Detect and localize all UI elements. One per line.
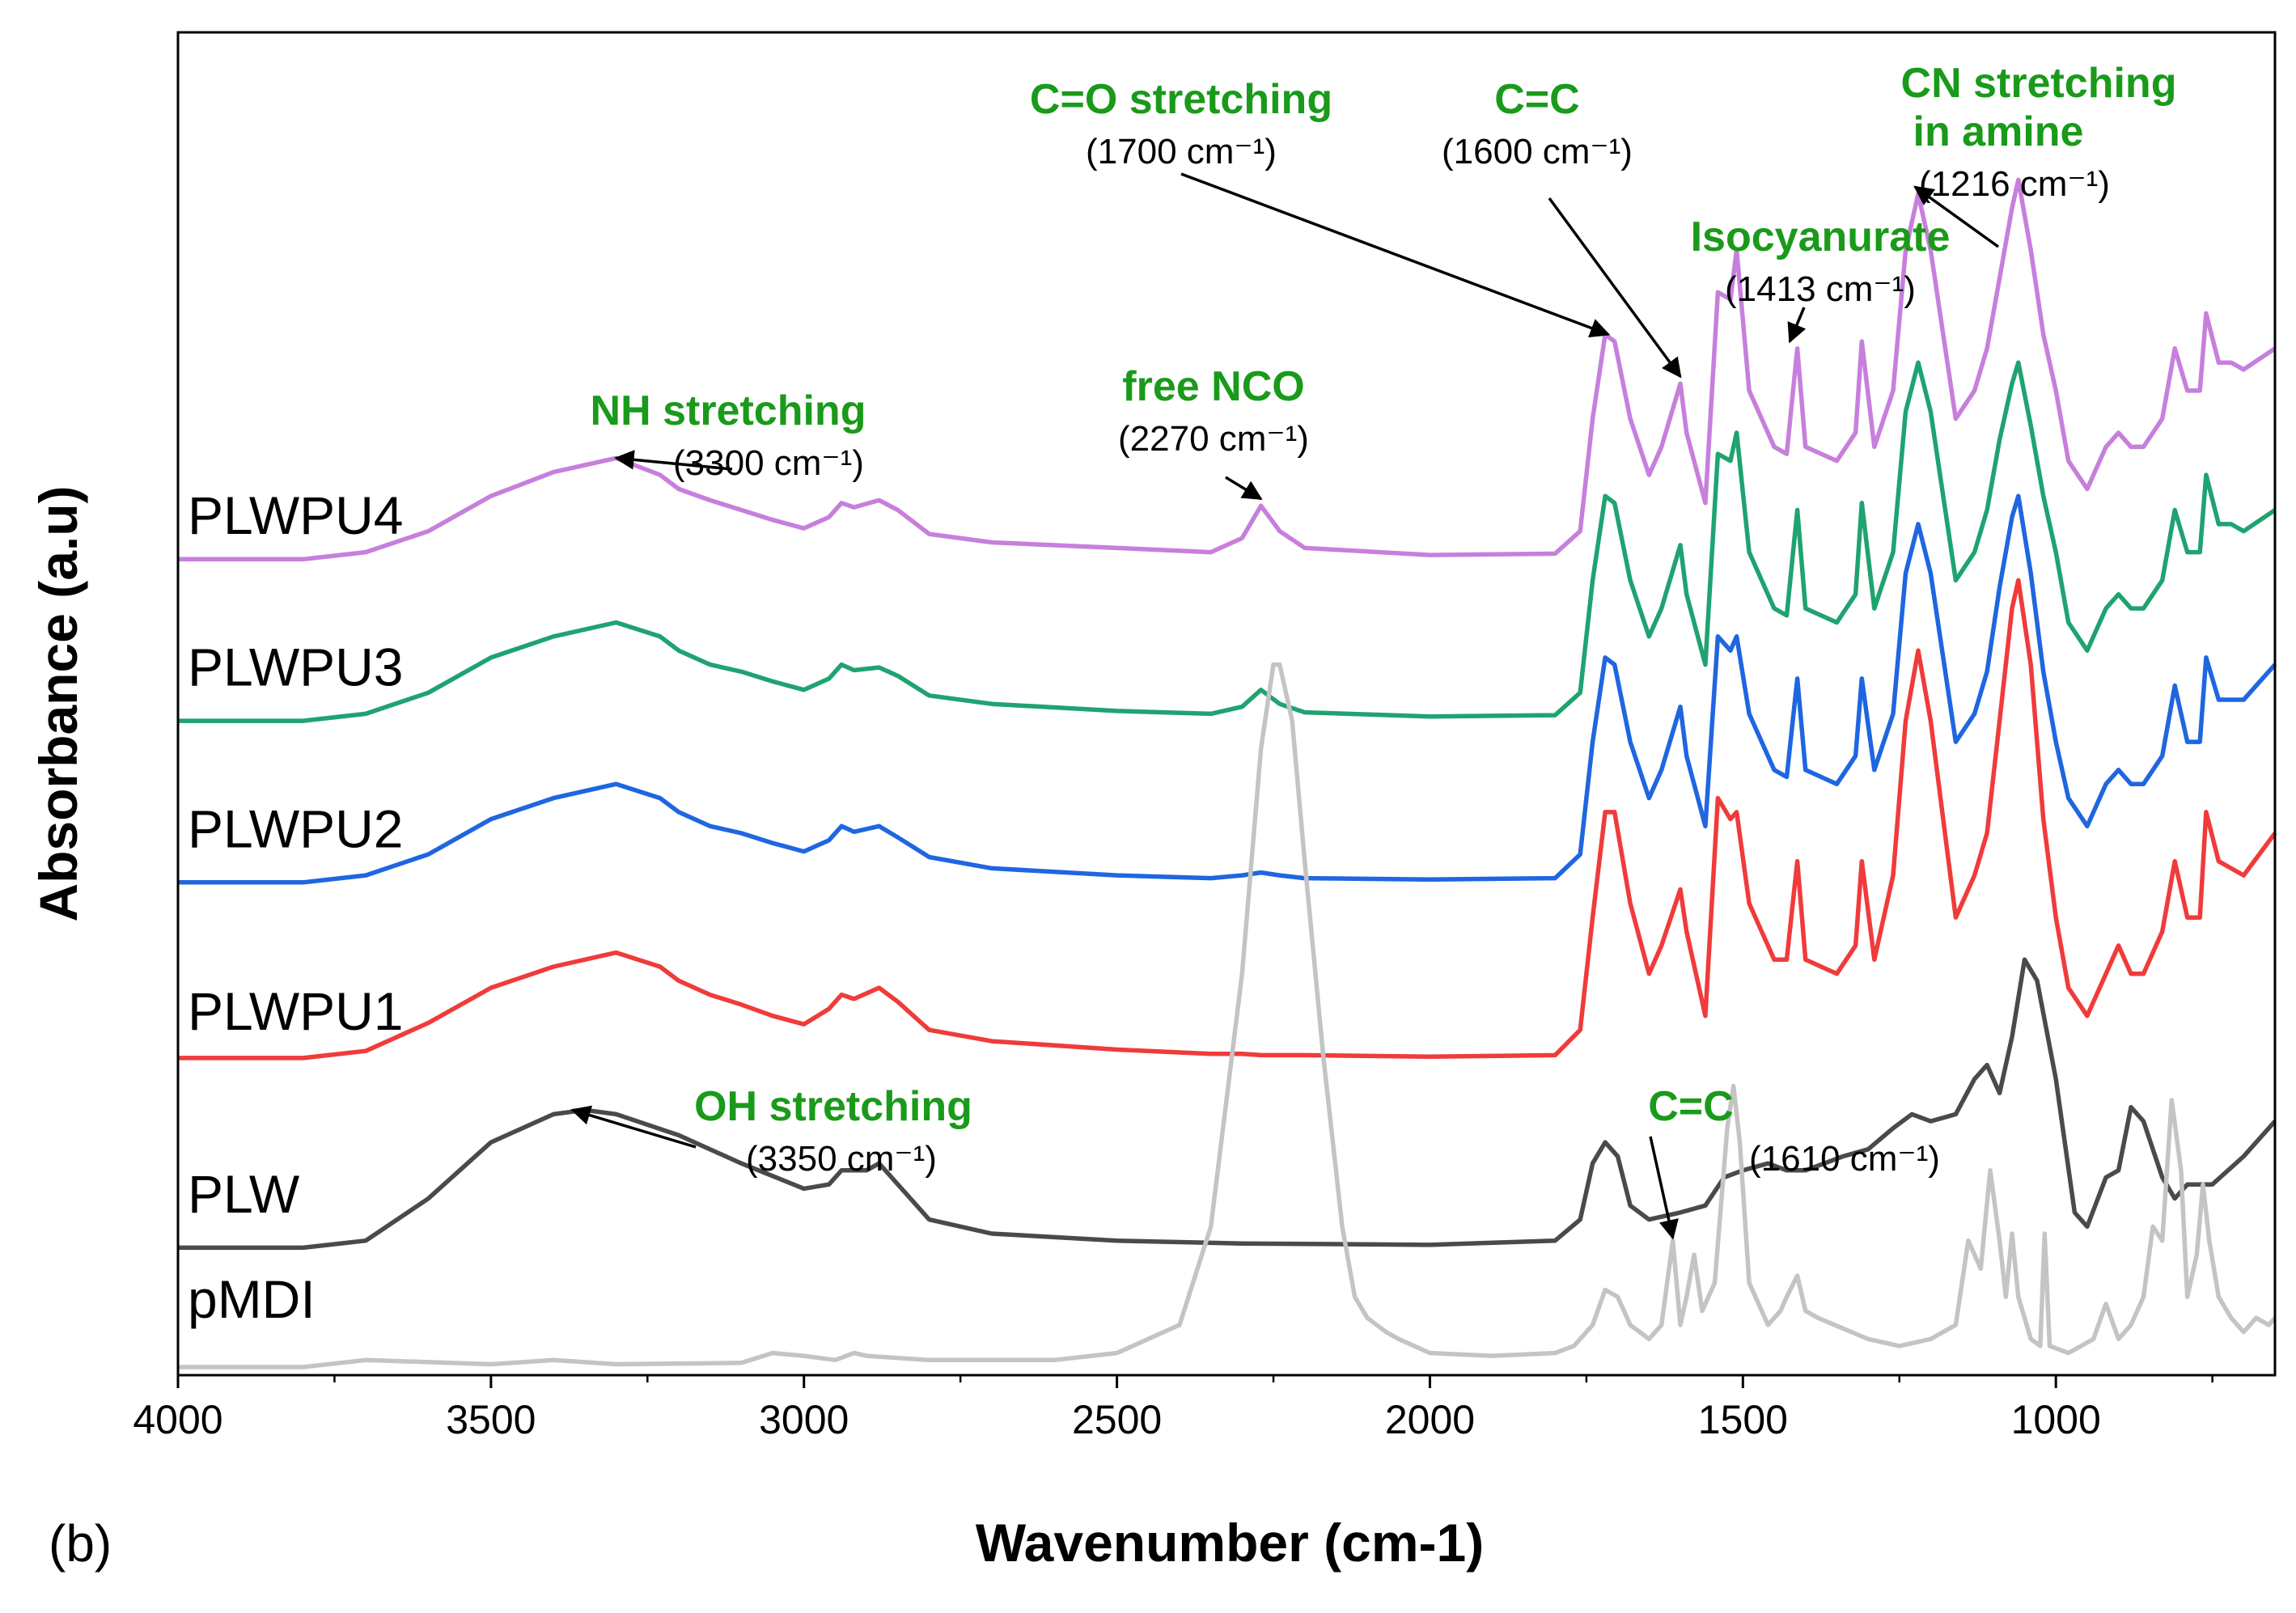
annotation-title: C=O stretching: [1030, 76, 1332, 123]
x-tick-label-3000: 3000: [759, 1397, 849, 1442]
annotation-wavenumber: (3350 cm⁻¹): [746, 1139, 937, 1179]
annotation-title: C=C: [1494, 76, 1579, 123]
series-line-plwpu1: [178, 578, 2277, 1061]
annotation-isocyanurate-4: Isocyanurate (1413 cm⁻¹): [1691, 214, 1951, 344]
annotation-title-line2: in amine: [1913, 108, 2084, 155]
series-line-plwpu3: [178, 360, 2277, 723]
annotation-title: CN stretching: [1901, 60, 2177, 107]
plot-frame: [176, 31, 2277, 1377]
series-line-pmdi: [178, 662, 2277, 1370]
y-axis-title: Absorbance (a.u): [28, 485, 88, 921]
x-tick-label-1500: 1500: [1698, 1397, 1788, 1442]
x-axis-title: Wavenumber (cm-1): [976, 1513, 1484, 1573]
series-line-plwpu2: [178, 493, 2277, 885]
x-axis: 4000 3500 3000 2500 2000 1500 1000: [133, 1375, 2213, 1442]
annotation-free-nco-1: free NCO (2270 cm⁻¹): [1118, 363, 1309, 501]
annotation-wavenumber: (2270 cm⁻¹): [1118, 419, 1309, 459]
annotation-wavenumber: (1413 cm⁻¹): [1725, 269, 1916, 309]
annotation-wavenumber: (3300 cm⁻¹): [673, 443, 864, 483]
annotation-arrow: [1548, 197, 1682, 379]
annotation-arrow: [1180, 172, 1611, 338]
annotation-arrow: [1787, 307, 1807, 344]
x-tick-label-2000: 2000: [1385, 1397, 1475, 1442]
annotation-arrow: [1649, 1136, 1679, 1240]
annotation-title: OH stretching: [694, 1083, 972, 1130]
series-layer: [178, 177, 2277, 1370]
x-tick-label-1000: 1000: [2011, 1397, 2101, 1442]
series-label-plwpu4: PLWPU4: [188, 485, 404, 545]
series-labels: PLWPU4 PLWPU3 PLWPU2 PLWPU1 PLW pMDI: [188, 485, 404, 1329]
series-line-plwpu4: [178, 177, 2277, 562]
series-label-plwpu2: PLWPU2: [188, 798, 404, 858]
annotation-arrow: [570, 1105, 697, 1149]
annotation-arrow: [1913, 185, 2000, 248]
annotation-title: C=C: [1648, 1083, 1733, 1130]
annotations: NH stretching (3300 cm⁻¹) free NCO (2270 cm…: [570, 60, 2177, 1240]
x-tick-label-3500: 3500: [446, 1397, 536, 1442]
annotation-wavenumber: (1216 cm⁻¹): [1919, 164, 2110, 204]
series-label-plwpu1: PLWPU1: [188, 981, 404, 1041]
annotation-wavenumber: (1610 cm⁻¹): [1749, 1139, 1940, 1179]
annotation-c-c-3: C=C (1600 cm⁻¹): [1442, 76, 1682, 379]
annotation-c-o-stretching-2: C=O stretching (1700 cm⁻¹): [1030, 76, 1611, 338]
annotation-arrow: [1225, 476, 1263, 501]
panel-label: (b): [49, 1514, 112, 1573]
annotation-nh-stretching-0: NH stretching (3300 cm⁻¹): [591, 387, 866, 483]
x-tick-label-4000: 4000: [133, 1397, 222, 1442]
annotation-c-c-7: C=C (1610 cm⁻¹): [1648, 1083, 1940, 1240]
series-label-pmdi: pMDI: [188, 1269, 316, 1329]
annotation-oh-stretching-6: OH stretching (3350 cm⁻¹): [570, 1083, 972, 1179]
annotation-wavenumber: (1700 cm⁻¹): [1086, 132, 1277, 171]
annotation-title: free NCO: [1122, 363, 1304, 410]
annotation-title: NH stretching: [591, 387, 866, 434]
series-label-plwpu3: PLWPU3: [188, 637, 404, 697]
annotation-wavenumber: (1600 cm⁻¹): [1442, 132, 1633, 171]
x-tick-label-2500: 2500: [1072, 1397, 1162, 1442]
series-label-plw: PLW: [188, 1164, 300, 1224]
annotation-title: Isocyanurate: [1691, 214, 1951, 260]
annotation-arrow: [614, 450, 733, 471]
